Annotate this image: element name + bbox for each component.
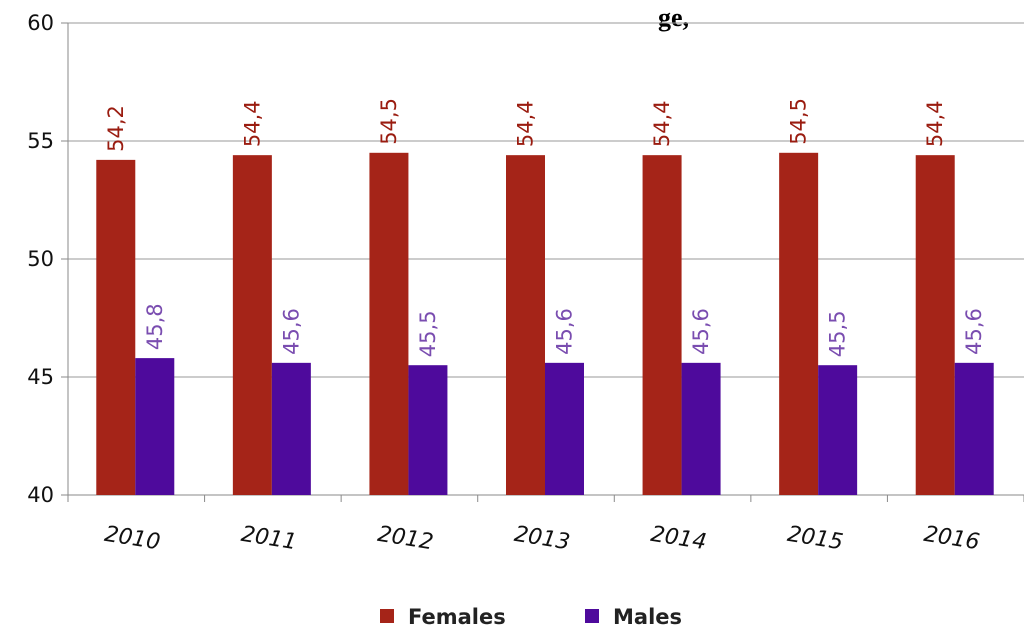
bar (915, 155, 955, 495)
data-label: 54,2 (104, 105, 128, 152)
x-tick-label: 2013 (512, 522, 571, 555)
bar (232, 155, 272, 495)
bar (642, 155, 682, 495)
bar (369, 152, 409, 496)
y-tick-label: 50 (27, 247, 54, 271)
legend-label: Males (613, 605, 682, 629)
x-axis: 2010 2011 2012 2013 2014 2015 2016 (67, 494, 1024, 555)
y-tick-label: 40 (27, 483, 54, 507)
bar (506, 155, 545, 495)
data-label: 54,4 (514, 100, 538, 147)
data-label: 45,6 (689, 308, 713, 355)
data-label: 45,6 (279, 308, 303, 355)
legend: Females Males (380, 605, 682, 629)
bar (954, 362, 994, 495)
y-axis: 40 45 50 55 60 (27, 11, 69, 507)
x-tick-label: 2010 (103, 522, 162, 555)
bar (681, 362, 721, 495)
data-label: 54,5 (377, 98, 401, 145)
y-tick-label: 45 (27, 365, 54, 389)
legend-swatch (380, 609, 394, 623)
bar (271, 362, 311, 495)
bars (96, 152, 994, 496)
bar (818, 365, 858, 495)
y-tick-label: 55 (27, 129, 54, 153)
bar (408, 365, 448, 495)
legend-label: Females (408, 605, 506, 629)
bar (545, 362, 584, 495)
data-labels: 54,2 45,8 54,4 45,6 54,5 45,5 54,4 45,6 54,4 45,6… (104, 98, 986, 357)
data-label: 45,5 (416, 310, 440, 357)
x-tick-label: 2011 (239, 522, 298, 555)
x-tick-label: 2016 (922, 522, 981, 555)
legend-swatch (585, 609, 599, 623)
data-label: 45,6 (962, 308, 986, 355)
x-tick-label: 2012 (376, 522, 435, 555)
data-label: 54,4 (923, 100, 947, 147)
x-tick-label: 2014 (649, 522, 708, 555)
data-label: 45,6 (553, 308, 577, 355)
y-tick-label: 60 (27, 11, 54, 35)
data-label: 54,4 (650, 100, 674, 147)
data-label: 54,4 (240, 100, 264, 147)
data-label: 45,8 (143, 303, 167, 350)
chart-title-fragment: ge, (658, 3, 689, 32)
bar (135, 358, 175, 495)
bar (779, 152, 819, 496)
data-label: 54,5 (787, 98, 811, 145)
data-label: 45,5 (826, 310, 850, 357)
bar (96, 159, 136, 495)
x-tick-label: 2015 (786, 522, 845, 555)
